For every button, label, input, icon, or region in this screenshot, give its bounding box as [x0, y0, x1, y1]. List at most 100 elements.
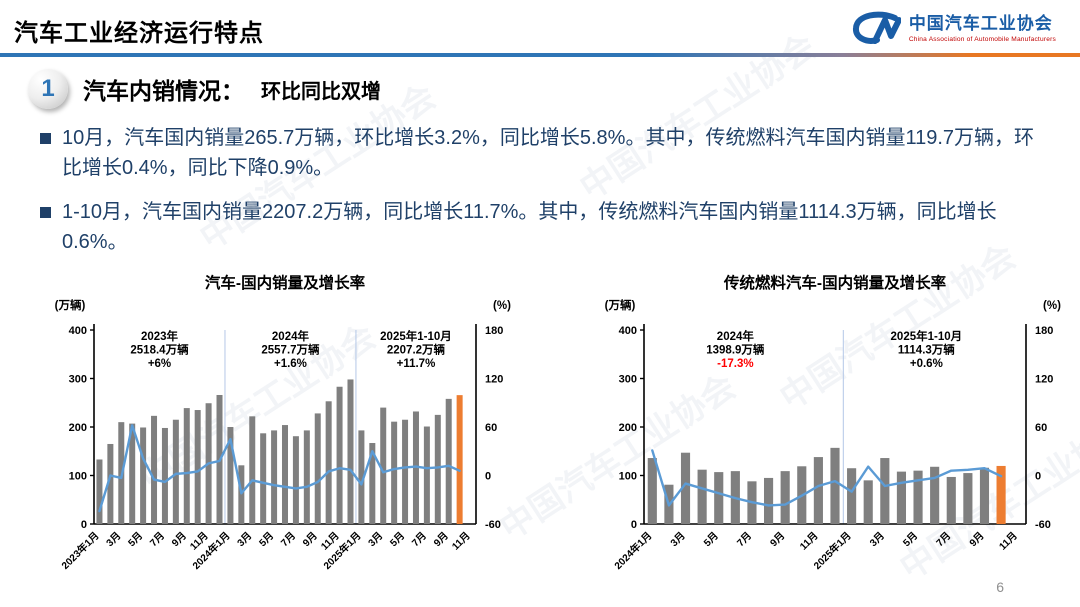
caam-logo-icon [852, 11, 901, 44]
page-number: 6 [996, 579, 1004, 595]
x-tick-label: 9月 [431, 529, 450, 548]
x-tick-label: 11月 [997, 529, 1020, 552]
chart-title: 汽车-国内销量及增长率 [204, 274, 366, 292]
x-tick-label: 5月 [388, 529, 407, 548]
chart-annotation-line: +6% [148, 358, 171, 370]
sales-bar [714, 471, 724, 524]
x-tick-label: 5月 [126, 529, 145, 548]
sales-bar [763, 477, 774, 524]
sales-bar [913, 470, 923, 524]
chart-annotation-line: +1.6% [274, 358, 307, 370]
sales-bar [434, 414, 441, 524]
sales-bar [281, 424, 289, 524]
x-tick-label: 3月 [366, 529, 385, 548]
header-gradient-rule [0, 53, 1080, 57]
section-number-badge: 1 [28, 69, 68, 109]
sales-bar [863, 479, 873, 524]
left-tick-label: 300 [69, 373, 87, 385]
sales-bar [391, 421, 398, 524]
chart-annotation-line: +0.6% [910, 358, 943, 370]
sales-bar [680, 452, 691, 524]
sales-bar [194, 409, 201, 524]
chart-fuel-vehicle-sales: 传统燃料汽车-国内销量及增长率 (万辆) (%) 0 100 200 300 400 -60 0… [590, 271, 1080, 591]
sales-bar [697, 469, 707, 524]
chart-title: 传统燃料汽车-国内销量及增长率 [723, 274, 947, 292]
x-tick-label: 7月 [934, 529, 953, 548]
sales-bar [260, 432, 267, 524]
sales-bar [813, 456, 823, 524]
section-heading: 1 汽车内销情况： 环比同比双增 [28, 69, 1080, 109]
sales-bar [830, 447, 840, 524]
left-tick-label: 0 [81, 519, 87, 531]
x-tick-label: 5月 [257, 529, 276, 548]
chart-annotation-line: 1114.3万辆 [898, 342, 955, 356]
left-tick-label: 300 [619, 373, 637, 385]
logo-name-cn: 中国汽车工业协会 [908, 14, 1053, 34]
bullet-text: 10月，汽车国内销量265.7万辆，环比增长3.2%，同比增长5.8%。其中，传… [62, 127, 1035, 180]
sales-bar [647, 457, 657, 524]
sales-bar [129, 423, 136, 524]
sales-bar [979, 467, 990, 524]
bullet-item: 1-10月，汽车国内销量2207.2万辆，同比增长11.7%。其中，传统燃料汽车… [40, 197, 1046, 258]
right-tick-label: 60 [485, 422, 497, 434]
x-tick-label: 3月 [668, 529, 687, 548]
chart-annotation-line: 2207.2万辆 [387, 342, 446, 356]
header: 汽车工业经济运行特点 中国汽车工业协会 China Association of… [0, 0, 1080, 53]
section-heading-sub: 环比同比双增 [261, 80, 381, 103]
left-axis-unit: (万辆) [55, 298, 86, 312]
sales-bar [151, 415, 158, 524]
sales-bar [358, 429, 365, 524]
x-tick-label: 7月 [735, 529, 754, 548]
right-tick-label: 180 [1035, 325, 1053, 337]
sales-bar [946, 476, 956, 524]
left-tick-label: 400 [69, 325, 87, 337]
left-tick-label: 0 [631, 519, 637, 531]
x-tick-label: 9月 [300, 529, 319, 548]
page-title: 汽车工业经济运行特点 [14, 20, 264, 47]
sales-bar [369, 442, 376, 524]
sales-bar [238, 464, 245, 524]
sales-bar [930, 466, 940, 524]
right-tick-label: -60 [1035, 519, 1051, 531]
right-tick-label: 60 [1035, 422, 1047, 434]
chart-annotation-line: 2024年 [272, 329, 310, 343]
bullet-list: 10月，汽车国内销量265.7万辆，环比增长3.2%，同比增长5.8%。其中，传… [40, 123, 1046, 258]
sales-bar [303, 429, 310, 524]
sales-bar [996, 465, 1006, 524]
x-tick-label: 11月 [450, 529, 473, 552]
sales-bar [963, 472, 973, 524]
right-tick-label: 120 [485, 373, 503, 385]
sales-bar [96, 459, 103, 524]
bullet-square-icon [40, 206, 51, 218]
chart-domestic-sales: 汽车-国内销量及增长率 (万辆) (%) 0 100 200 300 400 -60 0 60 12… [40, 271, 530, 591]
sales-bar [227, 426, 234, 524]
x-tick-label: 7月 [410, 529, 429, 548]
x-tick-label: 3月 [235, 529, 254, 548]
bullet-square-icon [40, 133, 51, 144]
sales-bar [347, 379, 354, 524]
sales-bar [880, 457, 890, 524]
x-tick-label: 5月 [701, 529, 720, 548]
bullet-text: 1-10月，汽车国内销量2207.2万辆，同比增长11.7%。其中，传统燃料汽车… [62, 200, 997, 254]
chart-annotation-line: 2024年 [717, 329, 755, 343]
x-tick-label: 2023年1月 [59, 528, 102, 571]
chart-annotation-line: 1398.9万辆 [706, 342, 765, 356]
sales-bar [183, 407, 190, 524]
chart-canvas-area: (万辆) (%) 0 100 200 300 400 -60 0 60 120 180 2023年1月 3… [40, 294, 530, 591]
chart-annotation-line: 2023年 [141, 329, 179, 343]
sales-bar [107, 443, 114, 524]
x-tick-label: 9月 [169, 529, 188, 548]
caam-logo: 中国汽车工业协会 China Association of Automobile… [849, 9, 1066, 49]
sales-bar [271, 429, 278, 524]
chart-annotation-line: +11.7% [397, 358, 436, 370]
chart-annotation-line: -17.3% [717, 358, 753, 370]
left-tick-label: 200 [619, 422, 637, 434]
section-heading-main: 汽车内销情况： [83, 78, 244, 104]
sales-bar [161, 427, 168, 524]
right-tick-label: 180 [485, 325, 503, 337]
right-axis-unit: (%) [493, 300, 511, 312]
sales-bar [456, 394, 463, 524]
sales-bar [780, 470, 790, 524]
x-tick-label: 9月 [768, 529, 787, 548]
